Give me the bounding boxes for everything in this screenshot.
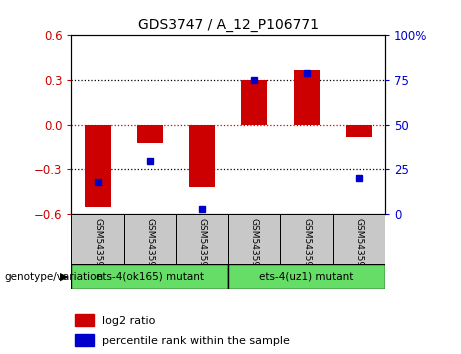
- Text: GSM543595: GSM543595: [355, 218, 363, 273]
- Title: GDS3747 / A_12_P106771: GDS3747 / A_12_P106771: [138, 18, 319, 32]
- Bar: [176, 214, 228, 264]
- Text: ▶: ▶: [60, 272, 68, 282]
- Bar: [333, 214, 385, 264]
- Bar: [71, 264, 228, 289]
- Text: ets-4(uz1) mutant: ets-4(uz1) mutant: [260, 271, 354, 281]
- Text: GSM543594: GSM543594: [198, 218, 207, 272]
- Text: ets-4(ok165) mutant: ets-4(ok165) mutant: [96, 271, 204, 281]
- Text: GSM543593: GSM543593: [302, 218, 311, 273]
- Text: GSM543590: GSM543590: [93, 218, 102, 273]
- Text: percentile rank within the sample: percentile rank within the sample: [102, 336, 290, 346]
- Bar: [84, 125, 111, 207]
- Bar: [228, 214, 280, 264]
- Bar: [189, 125, 215, 187]
- Bar: [137, 125, 163, 143]
- Text: log2 ratio: log2 ratio: [102, 316, 155, 326]
- Bar: [75, 334, 94, 346]
- Text: GSM543591: GSM543591: [250, 218, 259, 273]
- Bar: [241, 80, 267, 125]
- Text: genotype/variation: genotype/variation: [5, 272, 104, 282]
- Bar: [294, 70, 319, 125]
- Bar: [280, 214, 333, 264]
- Bar: [346, 125, 372, 137]
- Bar: [124, 214, 176, 264]
- Bar: [71, 214, 124, 264]
- Text: GSM543592: GSM543592: [145, 218, 154, 272]
- Bar: [228, 264, 385, 289]
- Bar: [75, 314, 94, 326]
